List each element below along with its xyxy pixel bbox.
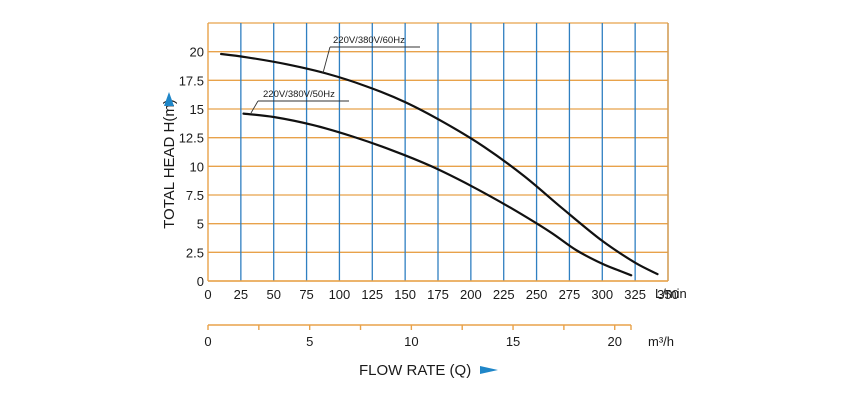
x-tick-label: 325 bbox=[624, 287, 646, 302]
series-label-leader bbox=[322, 46, 331, 74]
x-tick-label: 300 bbox=[591, 287, 613, 302]
grid bbox=[207, 22, 669, 282]
y-tick-label: 0 bbox=[197, 274, 204, 289]
x2-tick-label: 0 bbox=[204, 334, 211, 349]
x-axis-title: FLOW RATE (Q) bbox=[359, 362, 471, 379]
y-tick-label: 12.5 bbox=[179, 131, 204, 146]
x-tick-label: 225 bbox=[493, 287, 515, 302]
x-tick-label: 125 bbox=[361, 287, 383, 302]
x-tick-label: 250 bbox=[526, 287, 548, 302]
curves bbox=[220, 52, 659, 277]
y-tick-label: 15 bbox=[190, 102, 204, 117]
y-tick-label: 20 bbox=[190, 45, 204, 60]
x-axis-arrow-icon bbox=[480, 366, 498, 374]
y-axis-title: TOTAL HEAD H(m) bbox=[161, 99, 178, 229]
y-tick-label: 17.5 bbox=[179, 73, 204, 88]
y-axis-arrow-icon bbox=[164, 92, 174, 106]
x2-tick-label: 15 bbox=[506, 334, 520, 349]
series-label-1: 220V/380V/60Hz bbox=[333, 35, 405, 46]
x-tick-label: 100 bbox=[329, 287, 351, 302]
x-tick-label: 0 bbox=[204, 287, 211, 302]
y-tick-label: 7.5 bbox=[186, 188, 204, 203]
x-tick-label: 50 bbox=[266, 287, 280, 302]
x2-tick-label: 5 bbox=[306, 334, 313, 349]
series-line-2 bbox=[242, 112, 633, 277]
x-tick-label: 75 bbox=[299, 287, 313, 302]
series-label-leader bbox=[250, 100, 259, 114]
x-unit-label: L/min bbox=[655, 286, 687, 301]
y-tick-label: 5 bbox=[197, 217, 204, 232]
x2-tick-label: 20 bbox=[607, 334, 621, 349]
secondary-axis: 0 5 10 15 20 bbox=[204, 324, 632, 349]
x-tick-label: 175 bbox=[427, 287, 449, 302]
x-tick-label: 350 bbox=[657, 287, 679, 302]
x2-unit-label: m³/h bbox=[648, 334, 674, 349]
series-labels: 220V/380V/60Hz 220V/380V/50Hz bbox=[250, 35, 420, 114]
series-label-2: 220V/380V/50Hz bbox=[263, 89, 335, 100]
x2-tick-label: 10 bbox=[404, 334, 418, 349]
series-line-1 bbox=[220, 52, 659, 276]
x-tick-label: 150 bbox=[394, 287, 416, 302]
y-tick-label: 2.5 bbox=[186, 245, 204, 260]
y-tick-label: 10 bbox=[190, 159, 204, 174]
x-tick-label: 25 bbox=[234, 287, 248, 302]
x-tick-label: 275 bbox=[559, 287, 581, 302]
x-tick-label: 200 bbox=[460, 287, 482, 302]
